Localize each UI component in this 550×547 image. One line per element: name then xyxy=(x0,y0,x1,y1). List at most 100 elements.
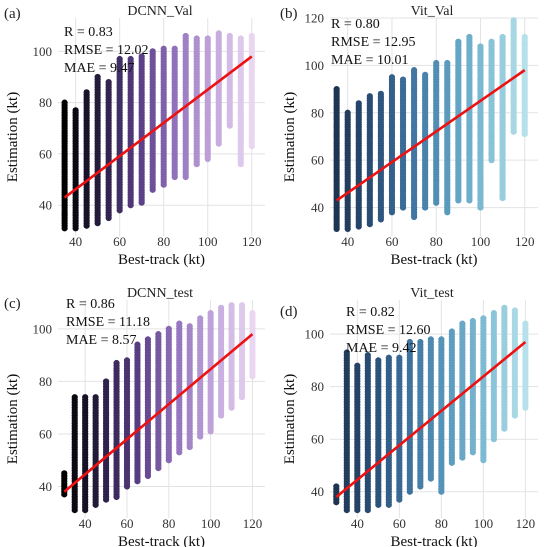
x-tick-label: 40 xyxy=(341,234,354,249)
scatter-column xyxy=(455,38,462,204)
data-point xyxy=(385,354,392,361)
scatter-column xyxy=(228,302,235,411)
data-point xyxy=(427,336,434,343)
data-point xyxy=(344,109,351,116)
stat-annotation: RMSE = 11.18 xyxy=(66,315,150,330)
scatter-column xyxy=(385,354,392,508)
scatter-column xyxy=(116,55,123,214)
data-point xyxy=(343,349,350,356)
y-tick-label: 40 xyxy=(311,484,324,499)
scatter-column xyxy=(399,76,407,211)
y-tick-label: 80 xyxy=(39,95,52,110)
data-point xyxy=(207,310,214,317)
x-tick-label: 80 xyxy=(157,234,170,249)
x-tick-label: 80 xyxy=(430,234,443,249)
x-axis-title: Best-track (kt) xyxy=(390,534,477,547)
scatter-column xyxy=(511,307,518,419)
data-point xyxy=(116,55,123,63)
x-tick-label: 100 xyxy=(198,234,218,249)
stat-annotation: RMSE = 12.60 xyxy=(346,323,431,338)
scatter-column xyxy=(176,320,183,456)
stat-annotation: RMSE = 12.02 xyxy=(64,43,149,58)
data-point xyxy=(176,320,183,327)
data-point xyxy=(182,32,189,40)
x-tick-label: 60 xyxy=(385,234,398,249)
scatter-column xyxy=(410,67,418,221)
scatter-column xyxy=(61,99,68,232)
panel-label: (d) xyxy=(280,304,298,320)
data-point xyxy=(422,71,429,78)
stat-annotation: MAE = 9.42 xyxy=(346,341,417,356)
scatter-column xyxy=(377,90,384,223)
x-tick-label: 60 xyxy=(393,516,406,531)
data-point xyxy=(165,325,172,332)
scatter-column xyxy=(510,17,517,135)
data-point xyxy=(466,33,473,41)
chart-title: DCNN_test xyxy=(127,286,193,301)
data-point xyxy=(92,394,99,401)
scatter-column xyxy=(480,315,487,464)
scatter-column xyxy=(522,320,529,411)
data-point xyxy=(248,32,255,40)
stat-annotation: R = 0.82 xyxy=(346,305,395,320)
data-point xyxy=(72,107,79,114)
x-tick-label: 40 xyxy=(79,516,92,531)
scatter-column xyxy=(237,35,244,168)
y-tick-label: 60 xyxy=(39,146,52,161)
stat-annotation: MAE = 10.01 xyxy=(331,53,409,68)
data-point xyxy=(410,67,418,74)
y-tick-label: 100 xyxy=(33,321,53,336)
chart-title: Vit_test xyxy=(410,286,454,301)
y-tick-label: 40 xyxy=(39,198,52,213)
regression-line xyxy=(335,69,526,202)
scatter-column xyxy=(127,55,134,209)
stat-annotation: R = 0.86 xyxy=(66,297,115,312)
scatter-column xyxy=(165,325,172,464)
data-point xyxy=(469,317,476,325)
data-point xyxy=(388,74,396,81)
scatter-column xyxy=(438,336,445,495)
data-point xyxy=(459,320,466,327)
y-axis-title: Estimation (kt) xyxy=(5,374,21,464)
stat-annotation: R = 0.83 xyxy=(64,25,113,40)
x-tick-label: 40 xyxy=(351,516,364,531)
data-point xyxy=(82,394,89,401)
x-tick-label: 100 xyxy=(474,516,494,531)
data-point xyxy=(396,354,403,361)
data-point xyxy=(113,359,120,367)
scatter-column xyxy=(160,45,167,188)
data-point xyxy=(375,357,382,364)
data-point xyxy=(355,100,362,107)
data-point xyxy=(61,470,68,477)
scatter-column xyxy=(92,394,99,508)
scatter-column xyxy=(427,336,434,482)
stat-annotation: R = 0.80 xyxy=(331,17,380,32)
data-point xyxy=(217,304,225,311)
panel-1: 40 60 80 100 120 40 60 80 100 120 (b) Vit_Val R = 0.… xyxy=(280,4,538,268)
x-tick-label: 100 xyxy=(201,516,221,531)
x-tick-label: 60 xyxy=(121,516,134,531)
scatter-column xyxy=(343,349,350,514)
data-point xyxy=(490,310,497,317)
scatter-column xyxy=(134,341,141,485)
data-point xyxy=(171,45,178,52)
scatter-column xyxy=(490,310,497,443)
scatter-column xyxy=(123,357,131,490)
data-point xyxy=(499,33,506,41)
y-tick-label: 100 xyxy=(305,58,325,73)
scatter-column xyxy=(469,317,476,456)
data-point xyxy=(193,35,200,42)
x-axis-title: Best-track (kt) xyxy=(118,534,205,547)
chart-title: Vit_Val xyxy=(411,4,454,19)
x-tick-label: 120 xyxy=(516,516,536,531)
data-point xyxy=(155,331,162,338)
scatter-column xyxy=(364,352,371,514)
data-point xyxy=(61,99,68,106)
y-tick-label: 100 xyxy=(305,327,325,342)
data-point xyxy=(399,76,407,83)
data-point xyxy=(354,362,361,369)
data-point xyxy=(144,336,152,343)
data-point xyxy=(521,33,528,41)
y-tick-label: 100 xyxy=(33,44,53,59)
data-point xyxy=(249,310,256,317)
